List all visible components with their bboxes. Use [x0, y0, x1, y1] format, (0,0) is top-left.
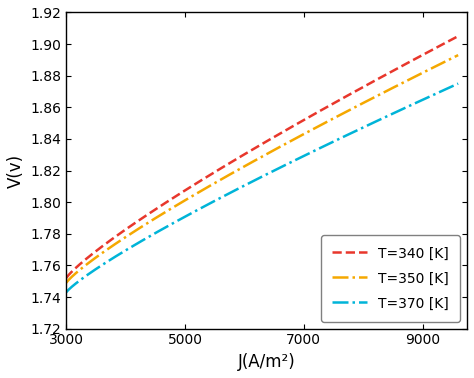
T=350 [K] [252, 158, 258, 163]
Legend: T=340 [K], T=350 [K], T=370 [K]: T=340 [K], T=350 [K], T=370 [K] [321, 235, 460, 322]
T=340 [K] [297, 120, 302, 125]
T=340 [K] [384, 71, 390, 76]
T=340 [K] [275, 132, 281, 137]
T=370 [K] [252, 178, 258, 183]
T=370 [K] [384, 114, 390, 118]
X-axis label: J(A/m²): J(A/m²) [238, 353, 296, 371]
T=350 [K] [297, 134, 302, 139]
Line: T=350 [K]: T=350 [K] [66, 55, 458, 283]
Y-axis label: V(v): V(v) [7, 153, 25, 187]
T=370 [K] [446, 85, 452, 90]
T=350 [K] [250, 160, 255, 164]
T=340 [K] [252, 146, 258, 150]
T=350 [K] [446, 57, 452, 62]
T=370 [K] [456, 81, 461, 86]
T=350 [K] [64, 280, 69, 285]
T=340 [K] [250, 147, 255, 152]
T=370 [K] [297, 156, 302, 160]
T=370 [K] [64, 290, 69, 294]
T=340 [K] [64, 276, 69, 280]
T=370 [K] [250, 179, 255, 184]
T=370 [K] [275, 166, 281, 171]
T=350 [K] [275, 146, 281, 150]
T=350 [K] [456, 53, 461, 57]
T=340 [K] [456, 34, 461, 39]
T=340 [K] [446, 39, 452, 43]
Line: T=370 [K]: T=370 [K] [66, 84, 458, 292]
Line: T=340 [K]: T=340 [K] [66, 36, 458, 278]
T=350 [K] [384, 88, 390, 93]
